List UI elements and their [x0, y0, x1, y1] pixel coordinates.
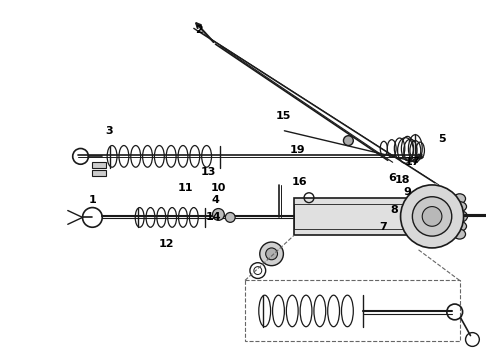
- Circle shape: [343, 136, 353, 145]
- Text: 8: 8: [391, 204, 398, 215]
- Ellipse shape: [453, 221, 466, 231]
- Circle shape: [225, 212, 235, 222]
- Text: 17: 17: [405, 157, 420, 167]
- Bar: [93, 162, 106, 168]
- Text: 15: 15: [276, 111, 291, 121]
- Bar: [294, 198, 422, 235]
- Circle shape: [213, 208, 224, 220]
- Bar: [245, 280, 460, 342]
- Text: 2: 2: [195, 25, 202, 35]
- Circle shape: [266, 248, 277, 260]
- Text: 13: 13: [201, 167, 216, 177]
- Circle shape: [260, 242, 283, 266]
- Text: 19: 19: [290, 145, 305, 156]
- Text: 12: 12: [158, 239, 174, 249]
- Text: 4: 4: [212, 195, 220, 205]
- Text: 9: 9: [404, 187, 412, 197]
- Text: 7: 7: [379, 222, 387, 232]
- Bar: [93, 170, 106, 176]
- Ellipse shape: [454, 194, 465, 204]
- Text: 1: 1: [89, 195, 96, 205]
- Text: 6: 6: [389, 173, 396, 183]
- Circle shape: [413, 197, 452, 236]
- Text: 10: 10: [211, 183, 226, 193]
- Ellipse shape: [454, 229, 465, 239]
- Text: 5: 5: [438, 134, 446, 144]
- Ellipse shape: [452, 211, 467, 222]
- Text: 18: 18: [395, 175, 410, 185]
- Circle shape: [422, 207, 442, 226]
- Text: 3: 3: [105, 126, 113, 136]
- Ellipse shape: [453, 202, 466, 212]
- Text: 16: 16: [292, 177, 307, 187]
- Circle shape: [400, 185, 464, 248]
- Bar: [294, 204, 422, 229]
- Text: 14: 14: [206, 212, 221, 222]
- Text: 11: 11: [177, 183, 193, 193]
